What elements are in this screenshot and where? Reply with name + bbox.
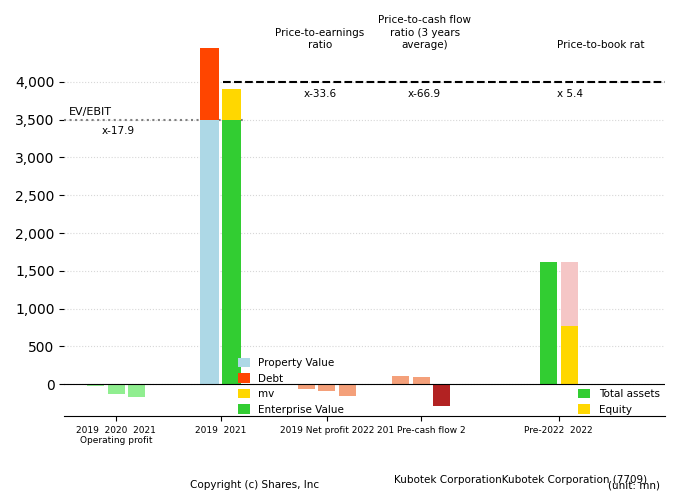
Bar	[540, 262, 557, 384]
Bar	[433, 384, 450, 406]
Text: Copyright (c) Shares, Inc: Copyright (c) Shares, Inc	[190, 480, 320, 490]
Bar	[318, 384, 335, 392]
Text: x 5.4: x 5.4	[558, 90, 583, 100]
Text: Price-to-book rat: Price-to-book rat	[558, 40, 645, 50]
Bar	[560, 326, 577, 384]
Text: EV/EBIT: EV/EBIT	[69, 108, 112, 118]
Bar	[222, 90, 241, 120]
Bar	[392, 376, 409, 384]
Bar	[222, 120, 241, 384]
Text: Price-to-cash flow
ratio (3 years
average): Price-to-cash flow ratio (3 years averag…	[378, 16, 471, 50]
Bar	[107, 384, 124, 394]
Bar	[560, 262, 577, 384]
Text: x-17.9: x-17.9	[102, 126, 135, 136]
Bar	[129, 384, 146, 396]
Text: x-33.6: x-33.6	[303, 90, 337, 100]
Bar	[339, 384, 356, 396]
Text: x-66.9: x-66.9	[408, 90, 441, 100]
Bar	[413, 378, 430, 384]
Bar	[298, 384, 315, 390]
Text: (unit: mn): (unit: mn)	[608, 480, 660, 490]
Text: Price-to-earnings
ratio: Price-to-earnings ratio	[275, 28, 364, 50]
Bar	[200, 48, 219, 120]
Bar	[200, 120, 219, 384]
Bar	[87, 384, 104, 386]
Legend: Total assets, Equity: Total assets, Equity	[578, 389, 660, 414]
Text: Kubotek CorporationKubotek Corporation (7709): Kubotek CorporationKubotek Corporation (…	[394, 475, 647, 485]
